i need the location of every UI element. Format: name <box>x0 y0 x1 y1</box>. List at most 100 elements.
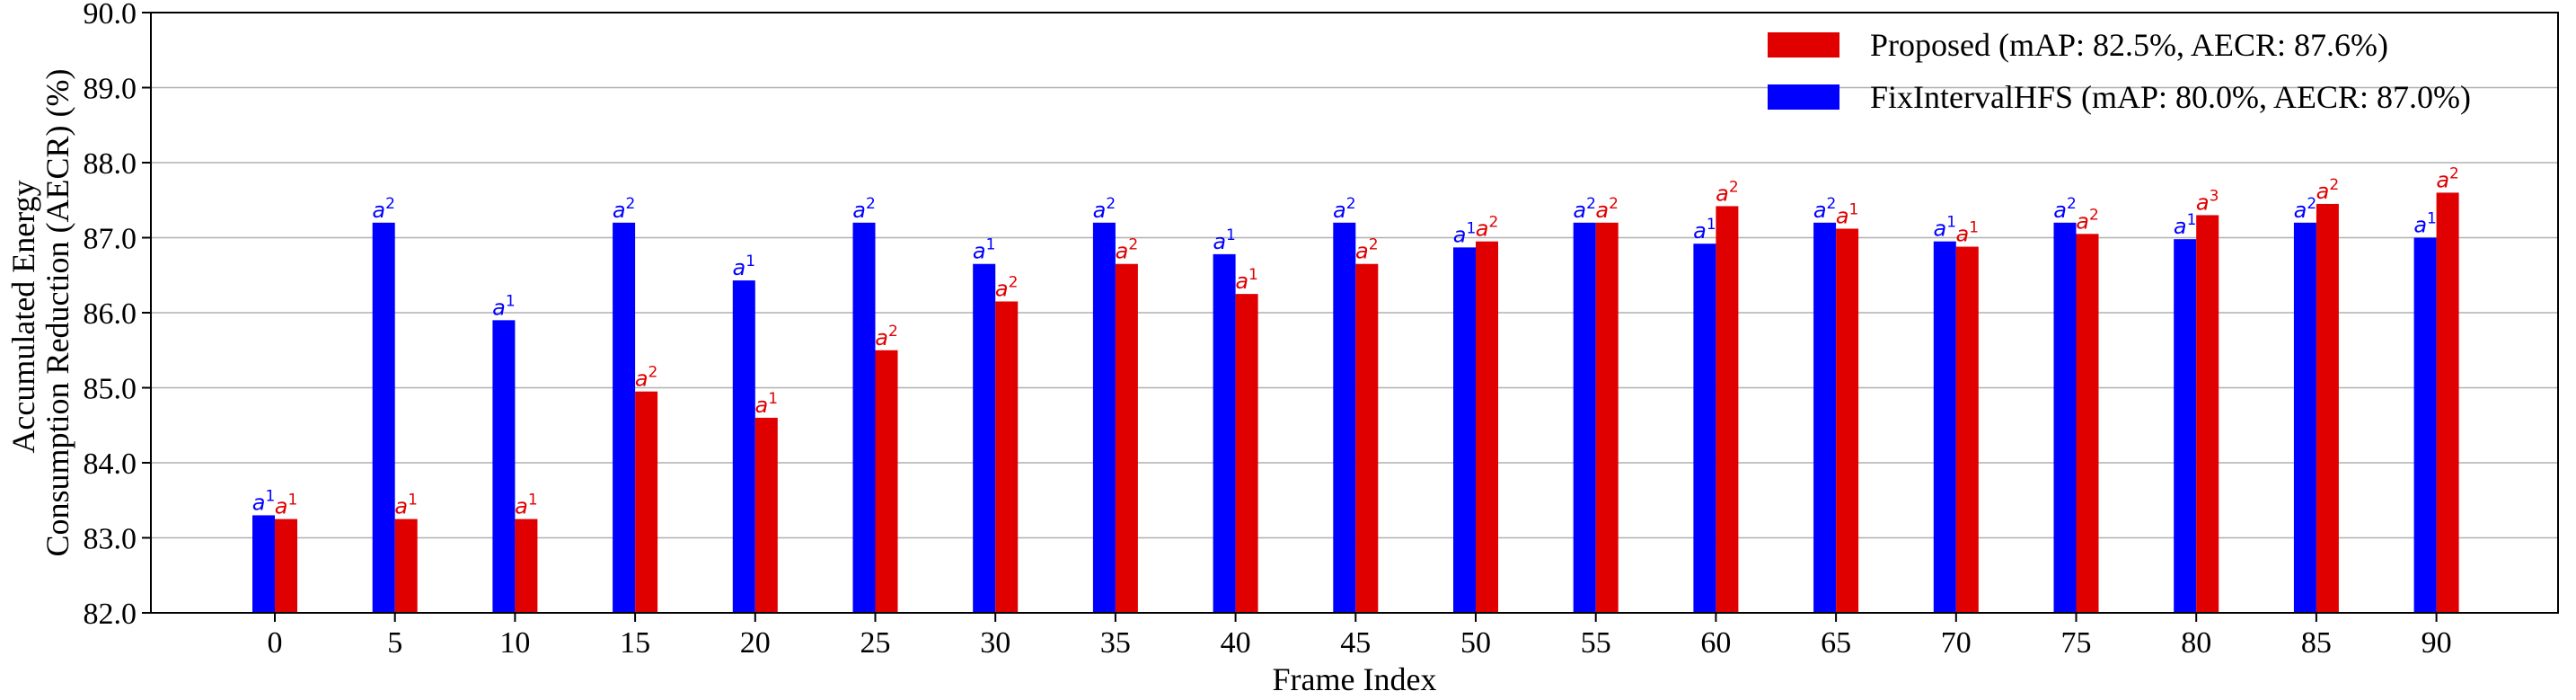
x-tick-label: 5 <box>387 626 402 660</box>
bar-value-label: a2 <box>1116 236 1139 264</box>
bar-value-label: a1 <box>492 292 516 320</box>
y-tick-label: 88.0 <box>84 147 137 181</box>
bar-value-label: a1 <box>1956 219 1980 247</box>
bar <box>2436 192 2459 613</box>
bars <box>252 192 2459 614</box>
y-axis-label-line-2: Consumption Reduction (AECR) (%) <box>40 69 75 557</box>
y-axis-label: Accumulated Energy Consumption Reduction… <box>5 69 75 557</box>
bar <box>1476 241 1498 613</box>
legend: Proposed (mAP: 82.5%, AECR: 87.6%) FixInt… <box>1768 27 2471 115</box>
bar <box>492 320 516 613</box>
bar <box>613 222 636 614</box>
x-tick-label: 90 <box>2422 626 2452 660</box>
y-tick-label: 87.0 <box>84 223 137 256</box>
x-tick-label: 65 <box>1821 626 1851 660</box>
bar-value-label: a1 <box>2174 211 2197 239</box>
bar-value-label: a1 <box>1934 214 1957 242</box>
bar <box>275 518 297 613</box>
bar-value-label: a2 <box>372 195 395 223</box>
y-tick-label: 83.0 <box>84 523 137 556</box>
bar <box>995 301 1019 613</box>
bar-value-label: a2 <box>1093 195 1116 223</box>
bar <box>252 515 275 613</box>
bar <box>394 518 418 613</box>
bar <box>1595 222 1619 614</box>
x-tick-label: 25 <box>860 626 891 660</box>
bar <box>1333 222 1356 614</box>
bar-value-label: a1 <box>755 390 779 418</box>
bar <box>875 350 898 613</box>
x-tick-label: 0 <box>268 626 283 660</box>
bar <box>2053 222 2077 614</box>
legend-swatch <box>1768 32 1839 58</box>
bar-value-label: a1 <box>733 253 756 280</box>
x-tick-label: 75 <box>2061 626 2092 660</box>
bar-value-label: a1 <box>515 492 538 519</box>
bar-value-label: a2 <box>2294 195 2317 223</box>
x-tick-label: 85 <box>2301 626 2332 660</box>
y-tick-label: 84.0 <box>84 447 137 481</box>
x-tick-label: 40 <box>1221 626 1251 660</box>
bar-value-label: a2 <box>1716 178 1739 206</box>
y-axis-label-line-1: Accumulated Energy <box>5 180 41 453</box>
bar <box>2174 239 2197 613</box>
bar <box>2293 222 2316 614</box>
bar-value-label: a2 <box>1333 195 1356 223</box>
bar-value-label: a2 <box>2316 176 2340 204</box>
bar <box>852 222 876 614</box>
bar <box>1453 247 1476 613</box>
bar-value-label: a2 <box>1595 195 1619 223</box>
bar <box>1115 263 1138 613</box>
y-axis: 82.0 83.0 84.0 85.0 86.0 87.0 88.0 89.0 90.0 <box>84 0 151 631</box>
y-tick-label: 89.0 <box>84 73 137 106</box>
bar-value-label: a1 <box>1693 216 1716 244</box>
bar <box>2196 215 2219 613</box>
bar-value-label: a1 <box>973 236 996 264</box>
bar-value-label: a1 <box>252 487 276 515</box>
bar <box>1092 222 1116 614</box>
bar-value-label: a1 <box>1453 219 1477 247</box>
bar <box>1716 206 1739 613</box>
x-axis-label: Frame Index <box>1273 661 1437 697</box>
bar <box>372 222 395 614</box>
bar <box>2316 203 2339 614</box>
bar <box>635 391 658 613</box>
x-tick-label: 70 <box>1941 626 1972 660</box>
x-tick-label: 10 <box>499 626 530 660</box>
bar <box>1933 241 1956 613</box>
bar <box>1955 246 1979 613</box>
bar <box>1235 294 1258 613</box>
bar-value-label: a2 <box>613 195 636 223</box>
bar-value-label: a2 <box>852 195 876 223</box>
bar <box>1573 222 1596 614</box>
x-tick-label: 20 <box>740 626 771 660</box>
bar <box>2413 237 2437 613</box>
bar-value-label: a1 <box>1213 226 1236 254</box>
bar-value-label: a2 <box>1573 195 1596 223</box>
x-tick-label: 45 <box>1340 626 1371 660</box>
bar-value-label: a1 <box>1836 200 1859 228</box>
bar-value-label: a1 <box>1235 266 1258 294</box>
bar-value-label: a1 <box>394 492 418 519</box>
y-tick-label: 85.0 <box>84 373 137 406</box>
bar <box>1693 244 1716 613</box>
bar-value-label: a2 <box>635 364 658 392</box>
y-tick-label: 86.0 <box>84 297 137 331</box>
bar <box>515 518 538 613</box>
bar <box>973 263 996 613</box>
bar <box>1813 222 1837 614</box>
x-tick-label: 35 <box>1100 626 1131 660</box>
bar-value-label: a2 <box>1355 236 1379 264</box>
x-tick-label: 60 <box>1700 626 1731 660</box>
bar <box>1213 253 1236 613</box>
bar-value-label: a1 <box>275 492 298 519</box>
bar-value-label: a2 <box>875 323 898 350</box>
bar-value-label: a2 <box>2436 164 2459 192</box>
x-tick-label: 15 <box>620 626 650 660</box>
bar-value-label: a2 <box>2053 195 2077 223</box>
y-tick-label: 90.0 <box>84 0 137 31</box>
bar <box>1836 228 1859 614</box>
x-tick-label: 50 <box>1460 626 1491 660</box>
